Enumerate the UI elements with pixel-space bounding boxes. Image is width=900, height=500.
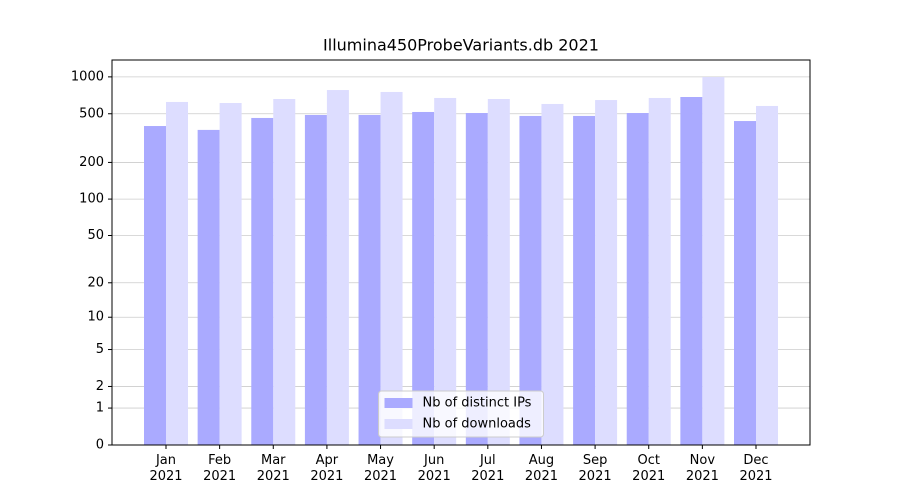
bar — [358, 114, 381, 446]
bar — [541, 103, 564, 445]
legend-swatch — [384, 419, 413, 429]
x-tick-label: Nov 2021 — [685, 453, 719, 484]
y-tick-label: 1000 — [71, 69, 104, 84]
x-tick-label: Sep 2021 — [578, 453, 612, 484]
x-tick-label: Oct 2021 — [632, 453, 666, 484]
bar — [756, 105, 778, 446]
y-tick-label: 50 — [87, 228, 104, 243]
bar — [648, 97, 671, 445]
legend-frame — [378, 390, 544, 438]
x-tick-label: May 2021 — [363, 453, 398, 484]
x-tick-label: Aug 2021 — [524, 453, 558, 484]
bar — [273, 98, 296, 446]
bar — [304, 114, 327, 446]
bar — [734, 121, 756, 445]
y-tick-label: 2 — [96, 379, 104, 394]
x-tick-label: Jun 2021 — [417, 453, 451, 484]
legend-label: Nb of downloads — [423, 417, 532, 432]
y-tick-label: 500 — [79, 106, 104, 121]
bar — [487, 98, 510, 446]
y-tick-label: 1 — [96, 401, 104, 416]
bar — [251, 117, 274, 445]
bar — [380, 91, 403, 445]
bar — [465, 113, 488, 446]
x-tick-label: Feb 2021 — [203, 453, 237, 484]
bar — [219, 103, 242, 446]
bar — [573, 115, 596, 445]
bar — [626, 113, 649, 446]
plot-frame — [111, 59, 811, 446]
x-tick-label: Jan 2021 — [149, 453, 183, 484]
x-tick-label: Apr 2021 — [310, 453, 344, 484]
legend-label: Nb of distinct IPs — [423, 396, 532, 411]
x-tick-label: Dec 2021 — [739, 453, 773, 484]
bar — [197, 129, 220, 446]
bar — [702, 77, 725, 445]
y-tick-label: 20 — [87, 275, 104, 290]
bar — [434, 97, 457, 445]
bar — [595, 100, 618, 446]
y-tick-label: 200 — [79, 155, 104, 170]
y-tick-label: 0 — [96, 438, 104, 453]
x-tick-label: Mar 2021 — [256, 453, 290, 484]
x-tick-label: Jul 2021 — [471, 453, 505, 484]
legend: Nb of distinct IPs Nb of downloads — [378, 390, 544, 438]
y-tick-label: 5 — [96, 342, 104, 357]
bar — [144, 126, 166, 445]
bar — [412, 111, 435, 446]
chart-title: Illumina450ProbeVariants.db 2021 — [323, 36, 599, 55]
bar — [166, 101, 188, 445]
bar — [326, 90, 349, 445]
legend-swatch — [384, 398, 413, 408]
y-tick-label: 100 — [79, 192, 104, 207]
y-tick-label: 10 — [87, 310, 104, 325]
bar — [680, 97, 703, 446]
bar — [519, 115, 542, 445]
